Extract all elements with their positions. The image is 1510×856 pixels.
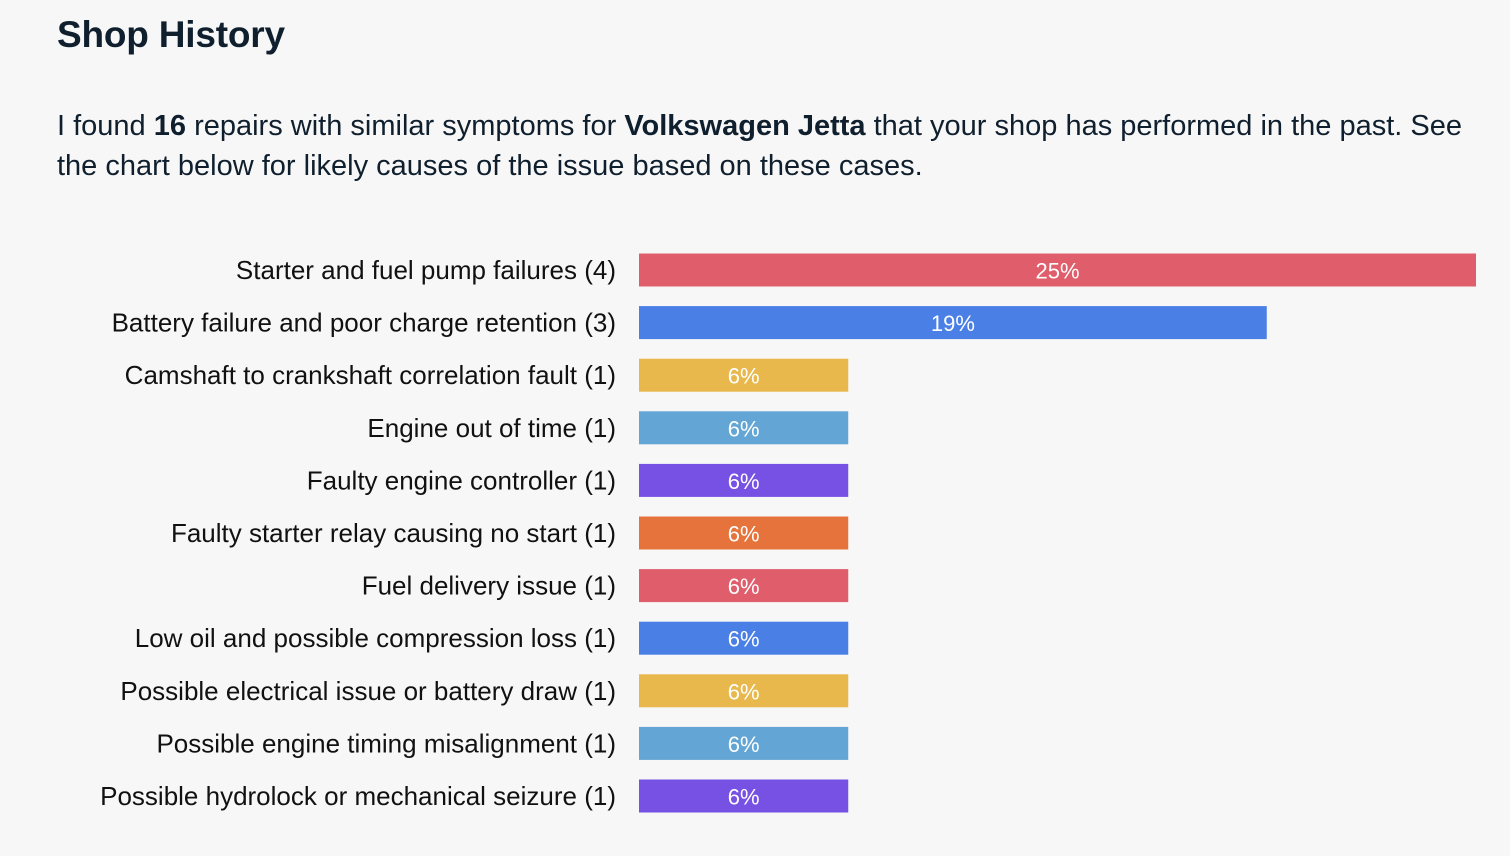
page-title: Shop History <box>57 14 285 55</box>
category-label: Camshaft to crankshaft correlation fault… <box>125 360 616 390</box>
bar <box>639 621 849 655</box>
bar-value-label: 6% <box>728 627 760 652</box>
bar-value-label: 6% <box>728 679 760 704</box>
summary-text-part-1: I found <box>57 110 154 142</box>
category-label: Low oil and possible compression loss (1… <box>135 623 616 653</box>
bar-value-label: 6% <box>728 574 760 599</box>
bar-value-label: 6% <box>728 732 760 757</box>
bar <box>639 674 849 708</box>
summary-text-part-2: repairs with similar symptoms for <box>186 110 625 142</box>
bar <box>639 306 1267 340</box>
bar <box>639 411 849 445</box>
category-label: Starter and fuel pump failures (4) <box>236 255 616 285</box>
bar <box>639 358 849 392</box>
bar-value-label: 6% <box>728 522 760 547</box>
bar <box>639 516 849 550</box>
category-label: Engine out of time (1) <box>367 413 616 443</box>
bar-value-label: 6% <box>728 785 760 810</box>
category-label: Battery failure and poor charge retentio… <box>112 308 616 338</box>
vehicle-name: Volkswagen Jetta <box>624 110 866 142</box>
bar <box>639 253 1476 287</box>
bar-value-label: 6% <box>728 416 760 441</box>
bar <box>639 779 849 813</box>
category-label: Possible engine timing misalignment (1) <box>156 728 616 758</box>
bar-value-label: 25% <box>1035 259 1079 284</box>
bar <box>639 463 849 497</box>
category-label: Possible electrical issue or battery dra… <box>120 676 616 706</box>
category-label: Faulty engine controller (1) <box>307 465 616 495</box>
category-label: Fuel delivery issue (1) <box>362 571 616 601</box>
summary-text: I found 16 repairs with similar symptoms… <box>57 106 1477 186</box>
bar <box>639 726 849 760</box>
category-label: Faulty starter relay causing no start (1… <box>171 518 616 548</box>
repair-count: 16 <box>153 110 187 142</box>
bar-value-label: 19% <box>931 311 975 336</box>
category-label: Possible hydrolock or mechanical seizure… <box>100 781 616 811</box>
summary-text-part-3: that your shop has performed in the past… <box>57 110 1463 182</box>
bar-value-label: 6% <box>728 364 760 389</box>
bar <box>639 569 849 603</box>
bar-value-label: 6% <box>728 469 760 494</box>
